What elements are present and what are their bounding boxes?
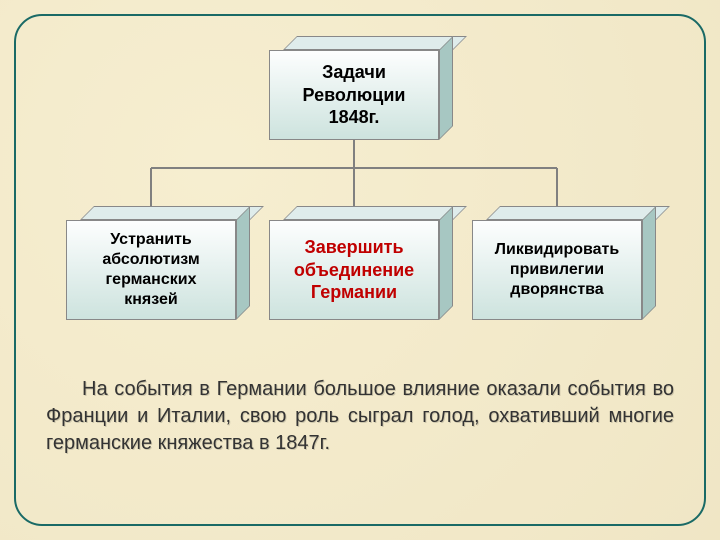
slide-page: ЗадачиРеволюции1848г. Устранитьабсолютиз… bbox=[0, 0, 720, 540]
root-node: ЗадачиРеволюции1848г. bbox=[269, 36, 453, 140]
child-node-1-front-face: ЗавершитьобъединениеГермании bbox=[269, 220, 439, 320]
child-node-2-front-face: Ликвидироватьпривилегиидворянства bbox=[472, 220, 642, 320]
child-node-1-label: ЗавершитьобъединениеГермании bbox=[294, 236, 414, 304]
child-node-2-label: Ликвидироватьпривилегиидворянства bbox=[495, 240, 619, 300]
child-node-1-side-face bbox=[439, 206, 453, 320]
child-node-0: Устранитьабсолютизмгерманскихкнязей bbox=[66, 206, 250, 320]
child-node-0-front-face: Устранитьабсолютизмгерманскихкнязей bbox=[66, 220, 236, 320]
child-node-2-side-face bbox=[642, 206, 656, 320]
connector-segment bbox=[150, 168, 152, 206]
description-text: На события в Германии большое влияние ок… bbox=[46, 378, 674, 454]
connector-segment bbox=[353, 140, 355, 168]
description-paragraph: На события в Германии большое влияние ок… bbox=[46, 376, 674, 457]
content-frame: ЗадачиРеволюции1848г. Устранитьабсолютиз… bbox=[14, 14, 706, 526]
child-node-0-label: Устранитьабсолютизмгерманскихкнязей bbox=[102, 230, 199, 310]
root-node-label: ЗадачиРеволюции1848г. bbox=[303, 61, 406, 129]
root-node-front-face: ЗадачиРеволюции1848г. bbox=[269, 50, 439, 140]
connector-segment bbox=[353, 168, 355, 206]
child-node-1: ЗавершитьобъединениеГермании bbox=[269, 206, 453, 320]
child-node-0-side-face bbox=[236, 206, 250, 320]
root-node-side-face bbox=[439, 36, 453, 140]
child-node-2: Ликвидироватьпривилегиидворянства bbox=[472, 206, 656, 320]
connector-segment bbox=[556, 168, 558, 206]
